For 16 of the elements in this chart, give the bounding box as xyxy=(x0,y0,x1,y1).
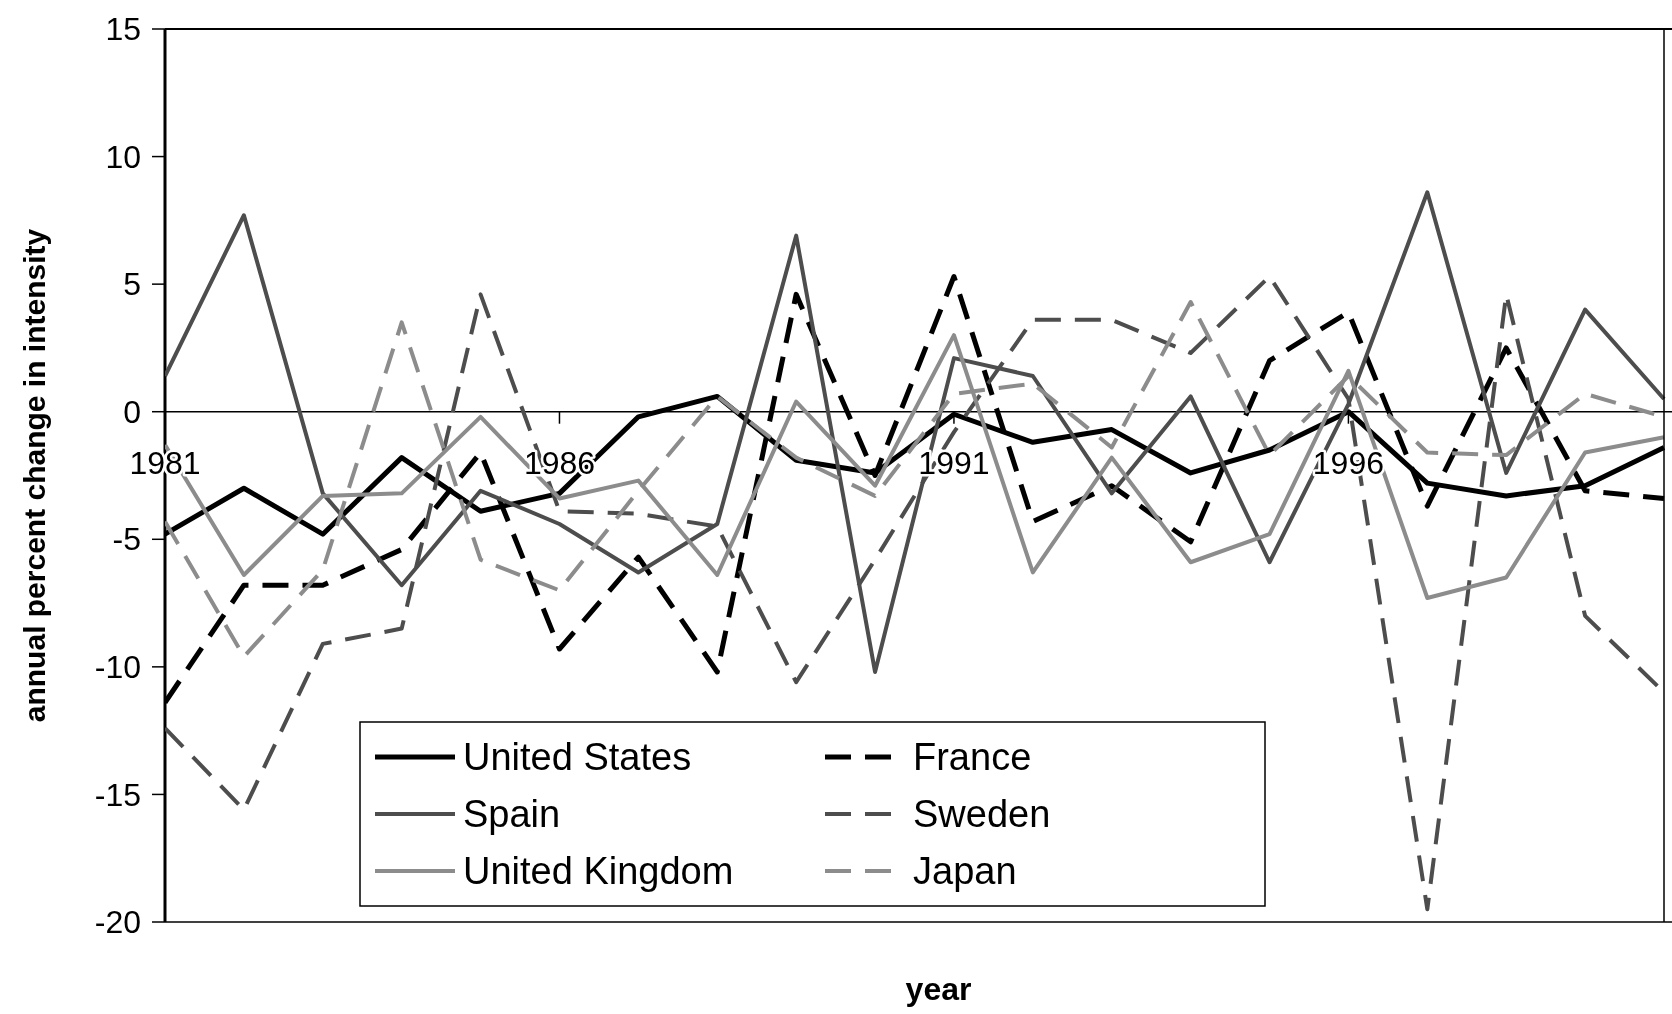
legend-label: Japan xyxy=(913,850,1017,893)
y-tick-label: -5 xyxy=(112,521,141,558)
y-tick-label: -20 xyxy=(94,904,141,941)
y-tick-label: -10 xyxy=(94,649,141,686)
y-tick-label: 5 xyxy=(123,266,141,303)
y-tick-label: -15 xyxy=(94,776,141,813)
legend-label: France xyxy=(913,736,1032,779)
y-tick-label: 0 xyxy=(123,393,141,430)
y-axis-title: annual percent change in intensity xyxy=(18,228,51,723)
x-axis-title: year xyxy=(905,971,972,1007)
y-tick-label: 10 xyxy=(105,138,141,175)
y-tick-label: 15 xyxy=(105,11,141,48)
legend-label: Spain xyxy=(463,793,561,836)
legend-label: United Kingdom xyxy=(463,850,734,893)
legend-label: United States xyxy=(463,736,692,779)
legend-label: Sweden xyxy=(913,793,1051,836)
